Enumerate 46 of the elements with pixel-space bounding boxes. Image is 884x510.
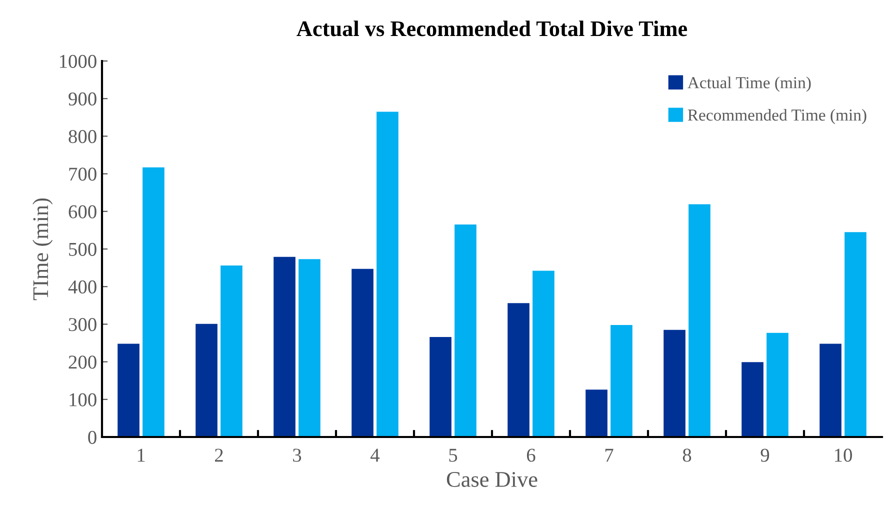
x-tick-label: 3 xyxy=(293,448,302,462)
y-tick-label: 400 xyxy=(68,280,96,294)
x-tick-label: 9 xyxy=(760,448,770,462)
y-tick-label: 200 xyxy=(68,356,96,369)
y-tick-label: 600 xyxy=(68,205,96,218)
y-tick-label: 300 xyxy=(68,318,96,332)
x-tick-label: 2 xyxy=(214,448,223,462)
y-axis-title: TIme (min) xyxy=(32,198,53,300)
x-tick-label: 1 xyxy=(138,448,145,462)
bar xyxy=(742,362,764,437)
bar xyxy=(118,344,140,437)
bar xyxy=(820,344,842,437)
y-tick-label: 800 xyxy=(68,130,96,144)
bar xyxy=(844,232,866,437)
bar xyxy=(664,330,686,437)
y-tick-label: 900 xyxy=(68,92,96,106)
bar xyxy=(532,270,554,437)
y-tick-label: 700 xyxy=(69,168,96,181)
bar xyxy=(142,167,164,437)
y-tick-label: 1000 xyxy=(60,54,96,68)
bar xyxy=(508,303,530,437)
bar xyxy=(610,324,632,437)
bar xyxy=(298,259,320,437)
y-tick-label: 500 xyxy=(69,242,96,256)
y-tick-label: 100 xyxy=(70,393,96,406)
bar xyxy=(430,336,452,437)
bar xyxy=(688,204,710,437)
x-tick-label: 8 xyxy=(682,448,692,462)
x-axis-title: Case Dive xyxy=(446,472,538,487)
legend-label: Recommended Time (min) xyxy=(688,108,866,124)
x-tick-label: 7 xyxy=(605,448,614,462)
chart-title: Actual vs Recommended Total Dive Time xyxy=(296,20,688,36)
x-tick-label: 4 xyxy=(370,448,380,462)
bar xyxy=(196,324,218,437)
x-tick-label: 6 xyxy=(526,448,536,462)
bar xyxy=(376,112,398,437)
x-tick-label: 10 xyxy=(834,448,852,462)
bar xyxy=(766,332,788,437)
x-tick-label: 5 xyxy=(449,448,458,462)
y-tick-label: 0 xyxy=(88,430,96,444)
bar xyxy=(220,266,242,437)
bar xyxy=(274,256,296,437)
bar xyxy=(454,224,476,437)
bar xyxy=(586,390,608,437)
legend-label: Actual Time (min) xyxy=(688,76,811,92)
bar xyxy=(352,268,374,437)
